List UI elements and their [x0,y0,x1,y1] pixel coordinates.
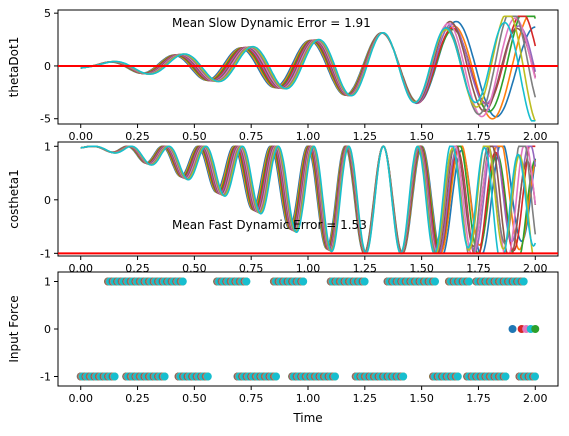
y-tick-label: -5 [40,113,51,126]
scatter-point [160,372,169,381]
y-tick-label: 0 [44,194,51,207]
scatter-point [465,277,474,286]
panel-costheta1: 0.00 0.25 0.50 0.75 1.00 1.25 1.50 1.75 2.00 -1 0 1… [7,140,559,275]
scatter-point [508,325,517,333]
y-tick-label: 0 [44,323,51,336]
x-tick-label: 2.00 [523,392,548,405]
x-tick-label: 1.25 [353,392,378,405]
xlabel-time: Time [292,411,322,425]
panel-thetadot1: 0.00 0.25 0.50 0.75 1.00 1.25 1.50 1.75 2.00 -5 0 5… [7,7,559,143]
scatter-point [531,372,539,381]
y-tick-label: 1 [44,140,51,153]
ylabel-costheta1: costheta1 [7,169,21,229]
annotation-slow-error: Mean Slow Dynamic Error = 1.91 [172,16,371,30]
x-tick-label: 1.00 [296,392,321,405]
x-tick-label: 1.75 [466,130,491,143]
scatter-point [399,372,408,381]
scatter-point [519,277,528,286]
x-tick-label: 0.50 [182,262,207,275]
panel-input-force: 0.00 0.25 0.50 0.75 1.00 1.25 1.50 1.75 2.00 -1 0 1… [7,271,559,425]
x-tick-label: 1.75 [466,392,491,405]
y-tick-label: 5 [44,7,51,20]
x-tick-label: 0.25 [125,262,150,275]
scatter-point [203,372,212,381]
x-tick-label: 2.00 [523,262,548,275]
x-tick-label: 0.75 [239,130,264,143]
x-tick-label: 1.50 [409,130,434,143]
scatter-point [110,372,119,381]
annotation-fast-error: Mean Fast Dynamic Error = 1.53 [172,218,367,232]
x-tick-label: 1.75 [466,262,491,275]
scatter-point [360,277,369,286]
scatter-point [178,277,187,286]
x-tick-label: 0.75 [239,392,264,405]
y-tick-label: -1 [40,247,51,260]
scatter-point [299,277,308,286]
x-tick-label: 0.00 [68,262,93,275]
x-tick-label: 0.50 [182,130,207,143]
x-tick-label: 2.00 [523,130,548,143]
x-tick-label: 1.50 [409,262,434,275]
x-tick-label: 1.25 [353,130,378,143]
x-tick-label: 1.50 [409,392,434,405]
series-line [80,21,536,122]
x-tick-label: 0.00 [68,392,93,405]
scatter-point [531,325,540,333]
x-tick-label: 0.00 [68,130,93,143]
scatter-point [453,372,462,381]
x-tick-label: 1.00 [296,130,321,143]
scatter-point [242,277,251,286]
scatter-point [272,372,280,381]
ylabel-input-force: Input Force [7,295,21,362]
x-tick-label: 0.75 [239,262,264,275]
y-tick-label: 1 [44,276,51,289]
scatter-point [431,277,439,286]
x-tick-label: 0.25 [125,392,150,405]
ylabel-thetadot1: thetaDot1 [7,37,21,98]
x-tick-label: 0.50 [182,392,207,405]
x-tick-label: 1.25 [353,262,378,275]
scatter-point [331,372,339,381]
x-tick-label: 0.25 [125,130,150,143]
y-tick-label: 0 [44,60,51,73]
y-tick-label: -1 [40,371,51,384]
series-line [80,145,537,255]
x-tick-label: 1.00 [296,262,321,275]
series-line [80,20,536,118]
scatter-point [501,372,510,381]
